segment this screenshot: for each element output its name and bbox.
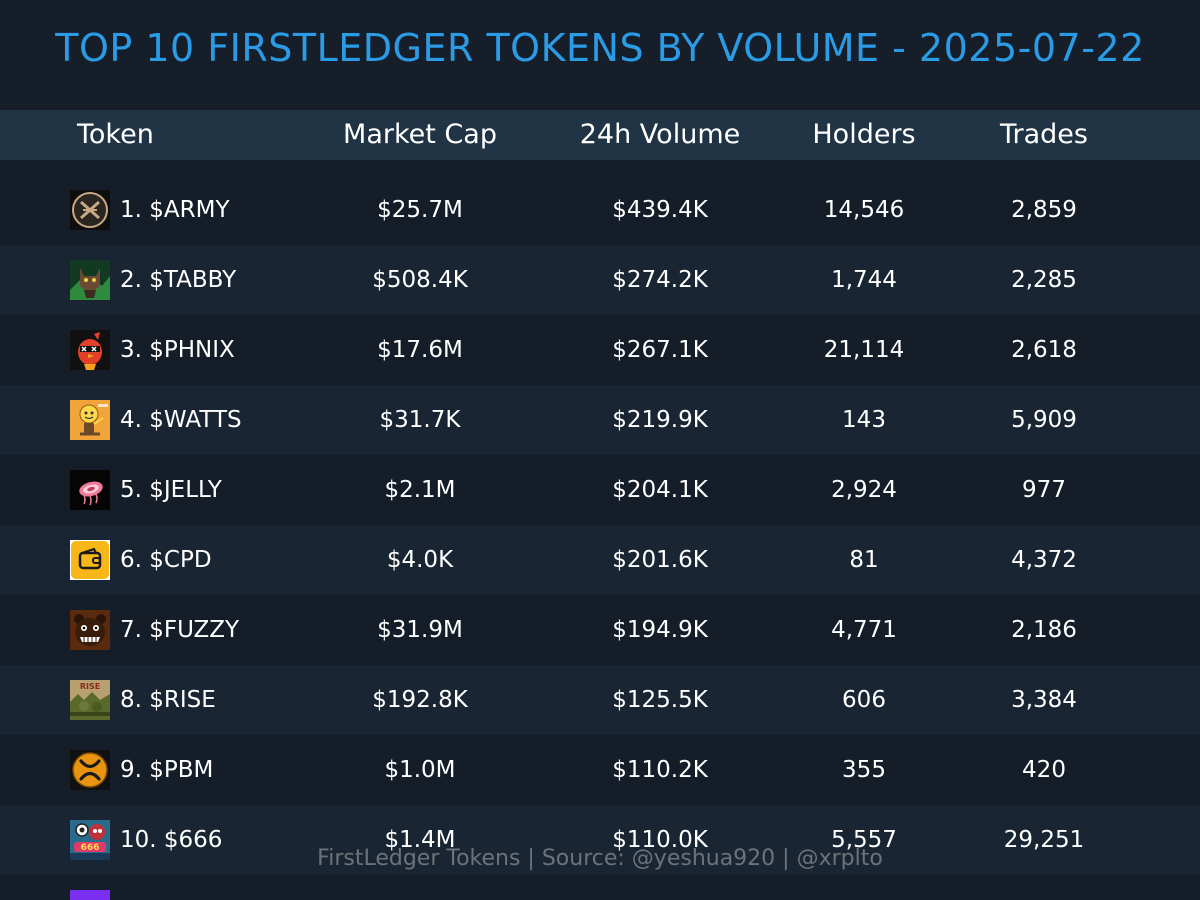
wallet-icon	[70, 540, 110, 580]
holders-value: 81	[849, 547, 879, 573]
holders-value: 21,114	[823, 337, 905, 363]
volume-value: $194.9K	[612, 617, 708, 643]
market-cap-value: $25.7M	[377, 197, 463, 223]
table-row: 4. $WATTS $31.7K $219.9K 143 5,909	[0, 385, 1200, 455]
token-name: 3. $PHNIX	[120, 337, 235, 363]
holders-value: 1,744	[831, 267, 897, 293]
xrp-coin-icon	[70, 750, 110, 790]
trades-value: 977	[1022, 477, 1066, 503]
token-icon-partial	[70, 890, 110, 900]
trades-value: 420	[1022, 757, 1066, 783]
source-footer: FirstLedger Tokens | Source: @yeshua920 …	[317, 846, 883, 871]
column-header-token: Token	[77, 119, 154, 150]
table-row: 5. $JELLY $2.1M $204.1K 2,924 977	[0, 455, 1200, 525]
tabby-cat-icon	[70, 260, 110, 300]
token-name: 8. $RISE	[120, 687, 216, 713]
table-header: Token Market Cap 24h Volume Holders Trad…	[0, 110, 1200, 160]
666-character-icon: 666	[70, 820, 110, 860]
phoenix-bird-icon	[70, 330, 110, 370]
fuzzy-bear-icon	[70, 610, 110, 650]
token-name: 6. $CPD	[120, 547, 212, 573]
volume-value: $204.1K	[612, 477, 708, 503]
volume-value: $439.4K	[612, 197, 708, 223]
page-title: TOP 10 FIRSTLEDGER TOKENS BY VOLUME - 20…	[55, 26, 1145, 70]
token-name: 7. $FUZZY	[120, 617, 240, 643]
holders-value: 14,546	[823, 197, 905, 223]
market-cap-value: $2.1M	[384, 477, 456, 503]
table-row: 2. $TABBY $508.4K $274.2K 1,744 2,285	[0, 245, 1200, 315]
svg-text:RISE: RISE	[80, 682, 100, 691]
volume-value: $274.2K	[612, 267, 708, 293]
trades-value: 5,909	[1011, 407, 1077, 433]
volume-value: $110.2K	[612, 757, 708, 783]
table-row: 666 10. $666 $1.4M $110.0K 5,557 29,251	[0, 805, 1200, 875]
trades-value: 2,186	[1011, 617, 1077, 643]
token-name: 2. $TABBY	[120, 267, 237, 293]
trades-value: 3,384	[1011, 687, 1077, 713]
trades-value: 2,618	[1011, 337, 1077, 363]
holders-value: 2,924	[831, 477, 897, 503]
table-row: 3. $PHNIX $17.6M $267.1K 21,114 2,618	[0, 315, 1200, 385]
token-name: 10. $666	[120, 827, 223, 853]
market-cap-value: $31.9M	[377, 617, 463, 643]
table-row: 7. $FUZZY $31.9M $194.9K 4,771 2,186	[0, 595, 1200, 665]
trades-value: 2,285	[1011, 267, 1077, 293]
volume-value: $267.1K	[612, 337, 708, 363]
token-name: 4. $WATTS	[120, 407, 242, 433]
trades-value: 29,251	[1003, 827, 1085, 853]
volume-value: $219.9K	[612, 407, 708, 433]
market-cap-value: $1.0M	[384, 757, 456, 783]
svg-text:666: 666	[81, 843, 100, 853]
volume-value: $110.0K	[612, 827, 708, 853]
table-row-partial	[0, 875, 1200, 900]
token-name: 1. $ARMY	[120, 197, 230, 223]
column-header-holders: Holders	[812, 119, 916, 150]
holders-value: 355	[842, 757, 886, 783]
token-name: 9. $PBM	[120, 757, 214, 783]
trades-value: 4,372	[1011, 547, 1077, 573]
table-row: 9. $PBM $1.0M $110.2K 355 420	[0, 735, 1200, 805]
market-cap-value: $4.0K	[386, 547, 454, 573]
army-logo-icon	[70, 190, 110, 230]
table-row: 1. $ARMY $25.7M $439.4K 14,546 2,859	[0, 175, 1200, 245]
table-row: RISE 8. $RISE $192.8K $125.5K 606 3,384	[0, 665, 1200, 735]
column-header-market-cap: Market Cap	[343, 119, 497, 150]
market-cap-value: $508.4K	[372, 267, 468, 293]
trades-value: 2,859	[1011, 197, 1077, 223]
holders-value: 606	[842, 687, 886, 713]
holders-value: 4,771	[831, 617, 897, 643]
holders-value: 5,557	[831, 827, 897, 853]
holders-value: 143	[842, 407, 886, 433]
market-cap-value: $192.8K	[372, 687, 468, 713]
jellyfish-icon	[70, 470, 110, 510]
rise-poster-icon: RISE	[70, 680, 110, 720]
table-row: 6. $CPD $4.0K $201.6K 81 4,372	[0, 525, 1200, 595]
lightbulb-mascot-icon	[70, 400, 110, 440]
token-name: 5. $JELLY	[120, 477, 222, 503]
column-header-trades: Trades	[1000, 119, 1088, 150]
volume-value: $125.5K	[612, 687, 708, 713]
market-cap-value: $1.4M	[384, 827, 456, 853]
column-header-volume: 24h Volume	[579, 119, 741, 150]
market-cap-value: $17.6M	[377, 337, 463, 363]
volume-value: $201.6K	[612, 547, 708, 573]
market-cap-value: $31.7K	[379, 407, 461, 433]
